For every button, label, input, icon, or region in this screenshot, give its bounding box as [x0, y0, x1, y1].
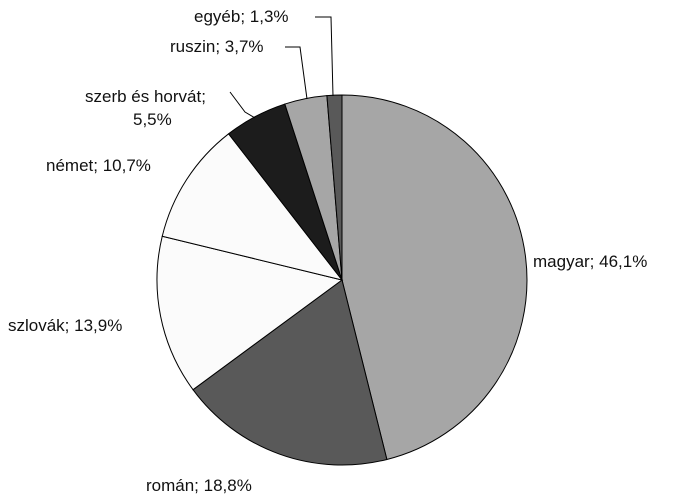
- label-roman: román; 18,8%: [146, 476, 252, 495]
- pie-slice-nemet: [161, 133, 344, 281]
- leader-lines: [229, 16, 334, 119]
- pie-slice-magyar: [341, 94, 528, 461]
- label-magyar: magyar; 46,1%: [533, 252, 647, 271]
- pie-slice-szlovak: [156, 235, 344, 391]
- slice-labels: magyar; 46,1% román; 18,8% szlovák; 13,9…: [8, 7, 647, 495]
- label-egyeb: egyéb; 1,3%: [194, 7, 289, 26]
- pie-slice-roman: [192, 279, 388, 466]
- label-nemet: német; 10,7%: [46, 156, 151, 175]
- leader-line-egyeb: [315, 16, 334, 97]
- leader-line-szerb-es-horvat: [229, 91, 256, 119]
- label-szerb-es-horvat-line1: szerb és horvát;: [85, 87, 206, 106]
- label-szerb-es-horvat-line2: 5,5%: [133, 110, 172, 129]
- pie-slice-egyeb: [326, 94, 343, 281]
- label-ruszin: ruszin; 3,7%: [170, 37, 264, 56]
- label-szlovak: szlovák; 13,9%: [8, 316, 122, 335]
- pie-slices: [156, 94, 528, 466]
- leader-line-ruszin: [285, 46, 308, 100]
